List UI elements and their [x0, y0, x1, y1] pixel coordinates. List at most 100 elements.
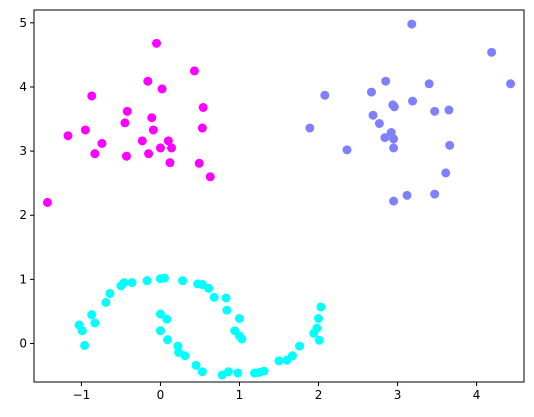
- data-point: [389, 102, 399, 112]
- data-point: [137, 136, 147, 146]
- x-tick-label: −1: [73, 388, 91, 402]
- data-point: [90, 318, 100, 328]
- data-point: [101, 297, 111, 307]
- data-point: [274, 356, 284, 366]
- data-point: [445, 140, 455, 150]
- data-point: [122, 106, 132, 116]
- data-point: [424, 79, 434, 89]
- data-point: [155, 326, 165, 336]
- data-point: [120, 118, 130, 128]
- data-point: [63, 131, 73, 141]
- data-point: [143, 76, 153, 86]
- x-axis: −1 0 1 2 3 4: [73, 382, 481, 402]
- data-point: [162, 314, 172, 324]
- data-point: [320, 90, 330, 100]
- data-point: [402, 190, 412, 200]
- data-point: [389, 134, 399, 144]
- data-point: [159, 273, 169, 283]
- y-tick-label: 3: [19, 144, 27, 158]
- data-point: [144, 149, 154, 159]
- data-point: [119, 278, 129, 288]
- data-point: [209, 292, 219, 302]
- data-point: [407, 19, 417, 29]
- data-point: [487, 47, 497, 57]
- data-point: [234, 314, 244, 323]
- data-point: [506, 79, 516, 89]
- data-point: [180, 351, 190, 361]
- y-tick-label: 2: [19, 208, 27, 222]
- data-point: [368, 110, 378, 120]
- data-point: [305, 123, 315, 133]
- data-point: [155, 143, 165, 153]
- data-point: [259, 366, 269, 376]
- data-point: [295, 341, 305, 351]
- data-point: [380, 133, 390, 143]
- data-point: [374, 119, 384, 129]
- data-point: [441, 168, 451, 178]
- data-point: [90, 149, 100, 159]
- x-tick-label: 1: [236, 388, 244, 402]
- data-point: [157, 84, 167, 94]
- data-point: [197, 367, 207, 377]
- data-point: [87, 91, 97, 101]
- data-point: [233, 368, 243, 378]
- data-point: [316, 302, 326, 312]
- data-point: [127, 278, 137, 288]
- y-tick-label: 1: [19, 272, 27, 286]
- data-point: [342, 145, 352, 155]
- data-point: [430, 189, 440, 199]
- data-point: [155, 309, 165, 319]
- x-tick-label: 3: [394, 388, 402, 402]
- data-point: [165, 158, 175, 168]
- data-point: [381, 76, 391, 86]
- data-point: [189, 66, 199, 76]
- data-point: [408, 96, 418, 106]
- x-tick-label: 2: [315, 388, 323, 402]
- data-point: [77, 326, 87, 336]
- data-point: [389, 143, 399, 153]
- data-point: [42, 197, 52, 207]
- data-point: [97, 138, 107, 148]
- data-point: [178, 276, 188, 286]
- data-point: [147, 113, 157, 123]
- data-point: [221, 293, 231, 303]
- data-point: [223, 367, 233, 377]
- data-point: [198, 102, 208, 112]
- data-point: [105, 288, 115, 298]
- y-tick-label: 4: [19, 80, 27, 94]
- y-tick-label: 5: [19, 16, 27, 30]
- data-point: [167, 143, 177, 153]
- data-point: [87, 310, 97, 320]
- data-point: [312, 323, 322, 333]
- data-point: [121, 151, 131, 161]
- data-point: [163, 335, 173, 345]
- data-point: [366, 87, 376, 97]
- data-point: [80, 340, 90, 350]
- data-point: [80, 125, 90, 135]
- data-point: [191, 360, 201, 370]
- data-point: [222, 305, 232, 315]
- x-tick-label: 0: [157, 388, 165, 402]
- data-point: [152, 38, 161, 48]
- data-point: [204, 283, 214, 293]
- data-point: [314, 314, 324, 323]
- data-point: [389, 196, 399, 206]
- data-point: [287, 351, 297, 361]
- data-point: [194, 158, 204, 168]
- x-tick-label: 4: [473, 388, 481, 402]
- data-point: [430, 106, 440, 116]
- data-point: [163, 136, 173, 146]
- points-layer: [42, 19, 516, 380]
- y-tick-label: 0: [19, 337, 27, 351]
- data-point: [197, 123, 207, 133]
- data-point: [314, 335, 324, 345]
- data-point: [148, 125, 158, 135]
- data-point: [444, 105, 454, 115]
- data-point: [205, 172, 215, 182]
- y-axis: 0 1 2 3 4 5: [19, 16, 34, 351]
- data-point: [237, 334, 247, 344]
- data-point: [142, 276, 152, 286]
- plot-frame: [33, 9, 525, 383]
